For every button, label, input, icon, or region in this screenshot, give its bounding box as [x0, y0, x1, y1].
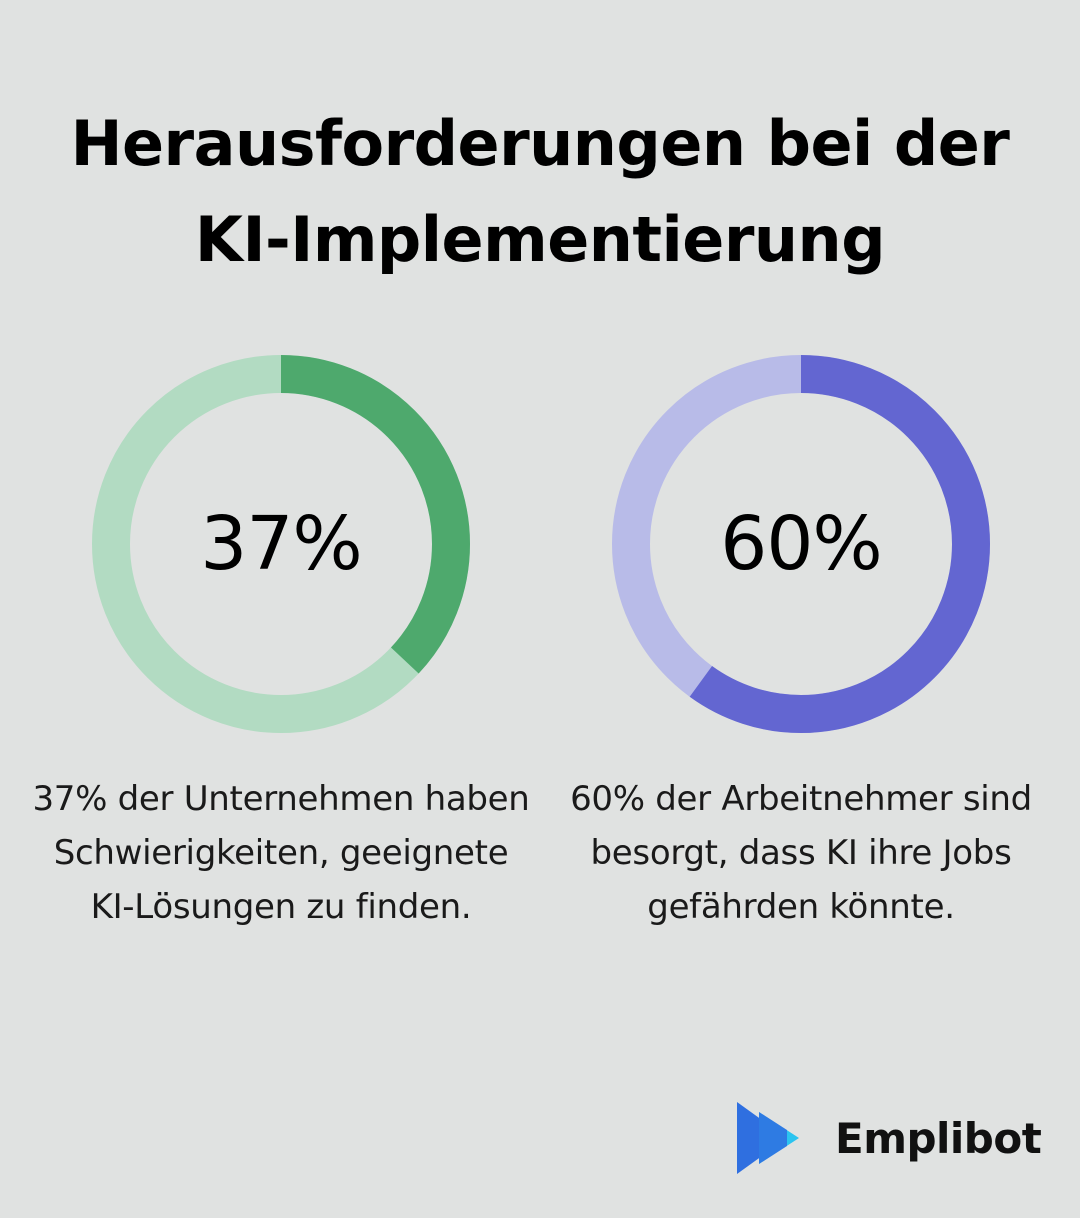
- donut-value-arc: [92, 355, 470, 733]
- play-arrows-icon: [737, 1102, 799, 1174]
- caption-employees: 60% der Arbeitnehmer sind besorgt, dass …: [570, 779, 1032, 927]
- donut-chart-companies: 37%: [92, 355, 470, 733]
- brand-logo: Emplibot: [737, 1102, 1042, 1174]
- title-line-2: KI-Implementierung: [194, 203, 886, 276]
- page-title: Herausforderungen bei der KI-Implementie…: [0, 96, 1080, 288]
- caption-companies: 37% der Unternehmen haben Schwierigkeite…: [32, 779, 530, 927]
- donut-value-label: 37%: [200, 501, 362, 587]
- donut-value-arc: [612, 355, 990, 733]
- donut-chart-employees: 60%: [612, 355, 990, 733]
- donut-chart-svg: [92, 355, 470, 733]
- brand-name: Emplibot: [835, 1113, 1042, 1163]
- title-line-1: Herausforderungen bei der: [70, 107, 1010, 180]
- donut-value-label: 60%: [720, 501, 882, 587]
- donut-chart-svg: [612, 355, 990, 733]
